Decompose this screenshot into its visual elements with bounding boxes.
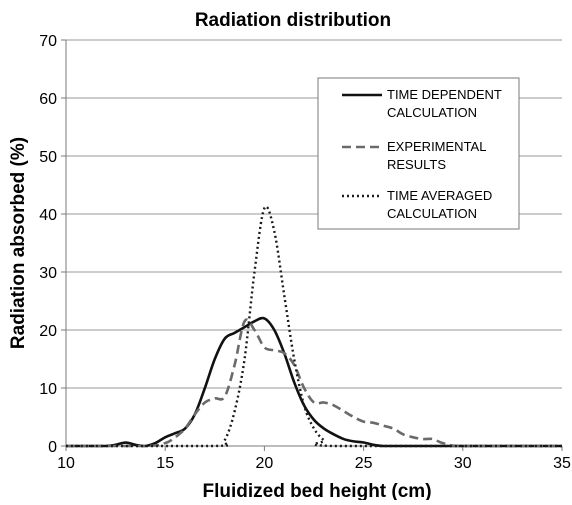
y-tick-label-0: 0 <box>48 439 57 456</box>
x-axis-label: Fluidized bed height (cm) <box>202 481 431 500</box>
legend-box <box>317 77 520 230</box>
y-tick-label-30: 30 <box>39 265 57 282</box>
y-tick-label-70: 70 <box>39 33 57 50</box>
series-line-2 <box>65 318 562 448</box>
legend-label-1-line-1: TIME DEPENDENT <box>387 87 502 102</box>
legend-label-3-line-1: TIME AVERAGED <box>387 188 492 203</box>
legend-label-3-line-2: CALCULATION <box>387 206 477 221</box>
y-tick-label-60: 60 <box>39 91 57 108</box>
x-tick-label-10: 10 <box>57 455 75 472</box>
series-line-3 <box>65 205 562 448</box>
x-tick-label-20: 20 <box>256 455 274 472</box>
legend-label-2-line-1: EXPERIMENTAL <box>387 139 486 154</box>
y-tick-label-40: 40 <box>39 207 57 224</box>
series-layer <box>65 205 562 448</box>
x-tick-label-30: 30 <box>454 455 472 472</box>
y-tick-label-20: 20 <box>39 323 57 340</box>
legend-label-1-line-2: CALCULATION <box>387 105 477 120</box>
chart-title: Radiation distribution <box>195 10 391 31</box>
x-tick-label-25: 25 <box>355 455 373 472</box>
x-tick-label-35: 35 <box>553 455 571 472</box>
y-tick-label-10: 10 <box>39 381 57 398</box>
y-axis-label: Radiation absorbed (%) <box>8 137 29 349</box>
legend: TIME DEPENDENT CALCULATION EXPERIMENTAL RES… <box>317 77 520 230</box>
grid-layer <box>66 39 562 389</box>
legend-label-2-line-2: RESULTS <box>387 157 446 172</box>
y-tick-label-50: 50 <box>39 149 57 166</box>
x-tick-label-15: 15 <box>156 455 174 472</box>
